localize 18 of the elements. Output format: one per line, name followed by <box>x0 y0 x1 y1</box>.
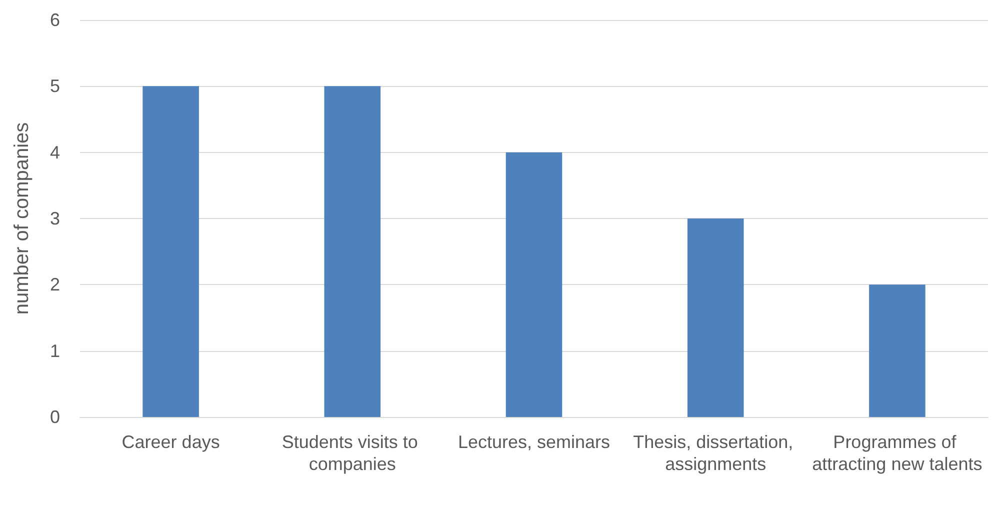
y-tick-label: 2 <box>50 274 60 295</box>
y-tick-label: 0 <box>50 407 60 427</box>
bar <box>506 152 562 417</box>
bar <box>142 86 199 417</box>
x-tick-label: Students visits to companies <box>282 432 423 474</box>
x-tick-label: Programmes of attracting new talents <box>812 432 982 474</box>
y-tick-label: 1 <box>50 340 60 361</box>
bar <box>869 284 926 417</box>
x-tick-label: Lectures, seminars <box>458 432 610 452</box>
y-tick-label: 5 <box>50 76 60 96</box>
bar <box>324 86 381 417</box>
bar <box>687 218 744 417</box>
y-tick-label: 3 <box>50 208 60 228</box>
x-tick-label: Career days <box>122 432 220 452</box>
x-tick-label: Thesis, dissertation, assignments <box>633 432 798 474</box>
y-axis-title: number of companies <box>11 122 33 315</box>
y-tick-label: 6 <box>50 10 60 30</box>
y-tick-label: 4 <box>50 142 60 162</box>
